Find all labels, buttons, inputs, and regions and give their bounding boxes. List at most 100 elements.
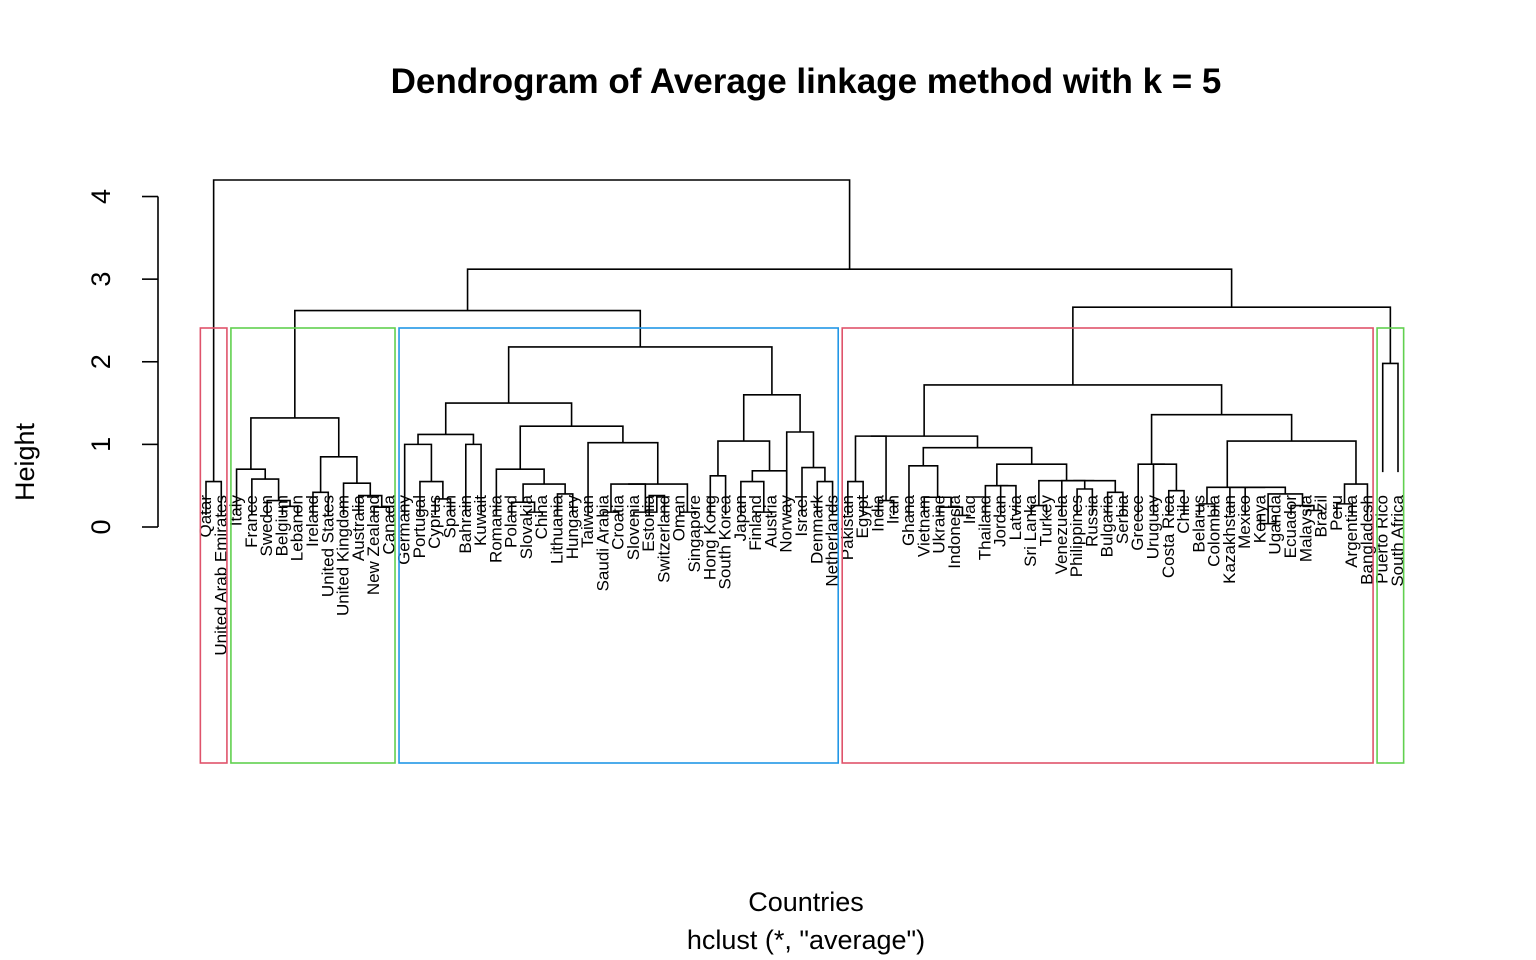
leaf-label-thailand: Thailand <box>975 495 994 560</box>
leaf-label-norway: Norway <box>777 495 796 553</box>
branch-merge-73 <box>1226 440 1357 488</box>
leaf-label-uruguay: Uruguay <box>1143 495 1162 560</box>
branch-merge-12 <box>434 498 452 515</box>
branch-merge-58 <box>922 446 1033 466</box>
cluster-box-1 <box>199 327 228 764</box>
leaf-label-saudi-arabia: Saudi Arabia <box>593 494 612 591</box>
y-tick-label-1: 1 <box>86 437 116 452</box>
branch-merge-25 <box>610 483 647 513</box>
leaf-label-slovenia: Slovenia <box>624 494 643 560</box>
leaf-label-new-zealand: New Zealand <box>364 495 383 595</box>
leaf-label-bulgaria: Bulgaria <box>1098 494 1117 557</box>
leaf-label-russia: Russia <box>1082 494 1101 547</box>
leaf-label-sri-lanka: Sri Lanka <box>1021 494 1040 566</box>
leaf-label-brazil: Brazil <box>1312 495 1331 538</box>
branch-merge-56 <box>984 484 1009 515</box>
leaf-label-ireland: Ireland <box>303 495 322 547</box>
leaf-label-south-korea: South Korea <box>716 494 735 589</box>
leaf-label-costa-rica: Costa Rica <box>1159 494 1178 578</box>
leaf-label-venezuela: Venezuela <box>1052 494 1071 574</box>
branch-merge-44 <box>854 435 887 501</box>
branch-merge-5 <box>235 468 267 515</box>
leaf-label-oman: Oman <box>670 495 689 541</box>
cluster-boxes <box>199 327 1405 764</box>
branch-merge-8 <box>358 494 383 515</box>
branch-merge-27 <box>628 483 689 513</box>
leaf-label-indonesia: Indonesia <box>945 494 964 568</box>
leaf-label-lithuania: Lithuania <box>547 494 566 564</box>
y-tick-label-2: 2 <box>86 354 116 369</box>
leaf-label-portugal: Portugal <box>410 495 429 558</box>
cluster-box-3 <box>398 327 840 764</box>
y-tick-label-3: 3 <box>86 272 116 287</box>
y-tick-label-4: 4 <box>86 189 116 204</box>
cluster-box-5 <box>1376 327 1405 764</box>
branch-merge-39 <box>742 394 801 442</box>
leaf-label-united-kingdom: United Kingdom <box>334 495 353 616</box>
leaf-label-jordan: Jordan <box>991 495 1010 547</box>
leaf-label-taiwan: Taiwan <box>578 495 597 548</box>
leaf-label-finland: Finland <box>746 495 765 551</box>
leaf-label-croatia: Croatia <box>609 494 628 549</box>
branch-merge-48 <box>908 465 939 515</box>
leaf-label-japan: Japan <box>731 495 750 541</box>
leaf-label-vietnam: Vietnam <box>914 495 933 557</box>
x-axis-label: Countries <box>748 887 864 917</box>
branch-merge-76 <box>1381 362 1399 473</box>
branch-merge-75 <box>923 384 1223 437</box>
leaf-label-kenya: Kenya <box>1250 494 1269 543</box>
leaf-label-switzerland: Switzerland <box>654 495 673 583</box>
y-axis: 0 1 2 3 4 <box>86 189 159 535</box>
leaf-label-china: China <box>532 494 551 539</box>
leaf-label-iran: Iran <box>884 495 903 524</box>
branch-merge-1 <box>205 480 223 515</box>
branch-merge-24 <box>633 495 658 515</box>
branch-merge-77 <box>1072 306 1392 385</box>
leaf-label-colombia: Colombia <box>1205 494 1224 566</box>
leaf-label-france: France <box>242 495 261 548</box>
branch-merge-13 <box>419 480 444 515</box>
leaf-label-ecuador: Ecuador <box>1281 495 1300 559</box>
y-tick-label-0: 0 <box>86 519 116 534</box>
branch-merge-9 <box>342 482 372 515</box>
branch-merge-54 <box>1073 479 1117 493</box>
leaf-label-ukraine: Ukraine <box>930 495 949 554</box>
leaf-label-ghana: Ghana <box>899 494 918 546</box>
leaf-label-hong-kong: Hong Kong <box>700 495 719 580</box>
branch-merge-11 <box>250 417 340 470</box>
leaf-label-sweden: Sweden <box>257 495 276 556</box>
branch-merge-74 <box>1150 413 1293 465</box>
leaf-label-uganda: Uganda <box>1266 494 1285 554</box>
leaf-label-egypt: Egypt <box>853 495 872 539</box>
branch-merge-30 <box>444 402 573 435</box>
branch-merge-70 <box>1206 486 1248 504</box>
leaf-label-united-arab-emirates: United Arab Emirates <box>211 495 230 656</box>
branch-merge-79 <box>212 179 851 482</box>
leaf-label-australia: Australia <box>349 494 368 561</box>
leaf-label-kazakhstan: Kazakhstan <box>1220 495 1239 584</box>
leaf-label-poland: Poland <box>502 495 521 548</box>
x-axis-sublabel: hclust (*, "average") <box>687 925 925 955</box>
branch-merge-41 <box>294 309 642 418</box>
dendrogram-branches <box>205 179 1399 525</box>
branch-merge-16 <box>417 433 475 445</box>
leaf-label-belgium: Belgium <box>272 495 291 556</box>
leaf-label-philippines: Philippines <box>1067 495 1086 577</box>
leaf-label-turkey: Turkey <box>1037 495 1056 547</box>
leaf-label-spain: Spain <box>441 495 460 538</box>
leaf-label-india: India <box>868 494 887 531</box>
leaf-label-united-states: United States <box>318 495 337 597</box>
branch-merge-55 <box>1038 479 1095 506</box>
branch-merge-78 <box>466 268 1233 311</box>
branch-merge-22 <box>602 511 620 515</box>
leaf-label-bahrain: Bahrain <box>456 495 475 554</box>
leaf-label-greece: Greece <box>1128 495 1147 551</box>
branch-merge-40 <box>507 346 773 404</box>
branch-merge-15 <box>464 443 482 515</box>
leaf-label-cyprus: Cyprus <box>425 495 444 549</box>
leaf-label-kuwait: Kuwait <box>471 495 490 546</box>
leaf-label-singapore: Singapore <box>685 495 704 573</box>
